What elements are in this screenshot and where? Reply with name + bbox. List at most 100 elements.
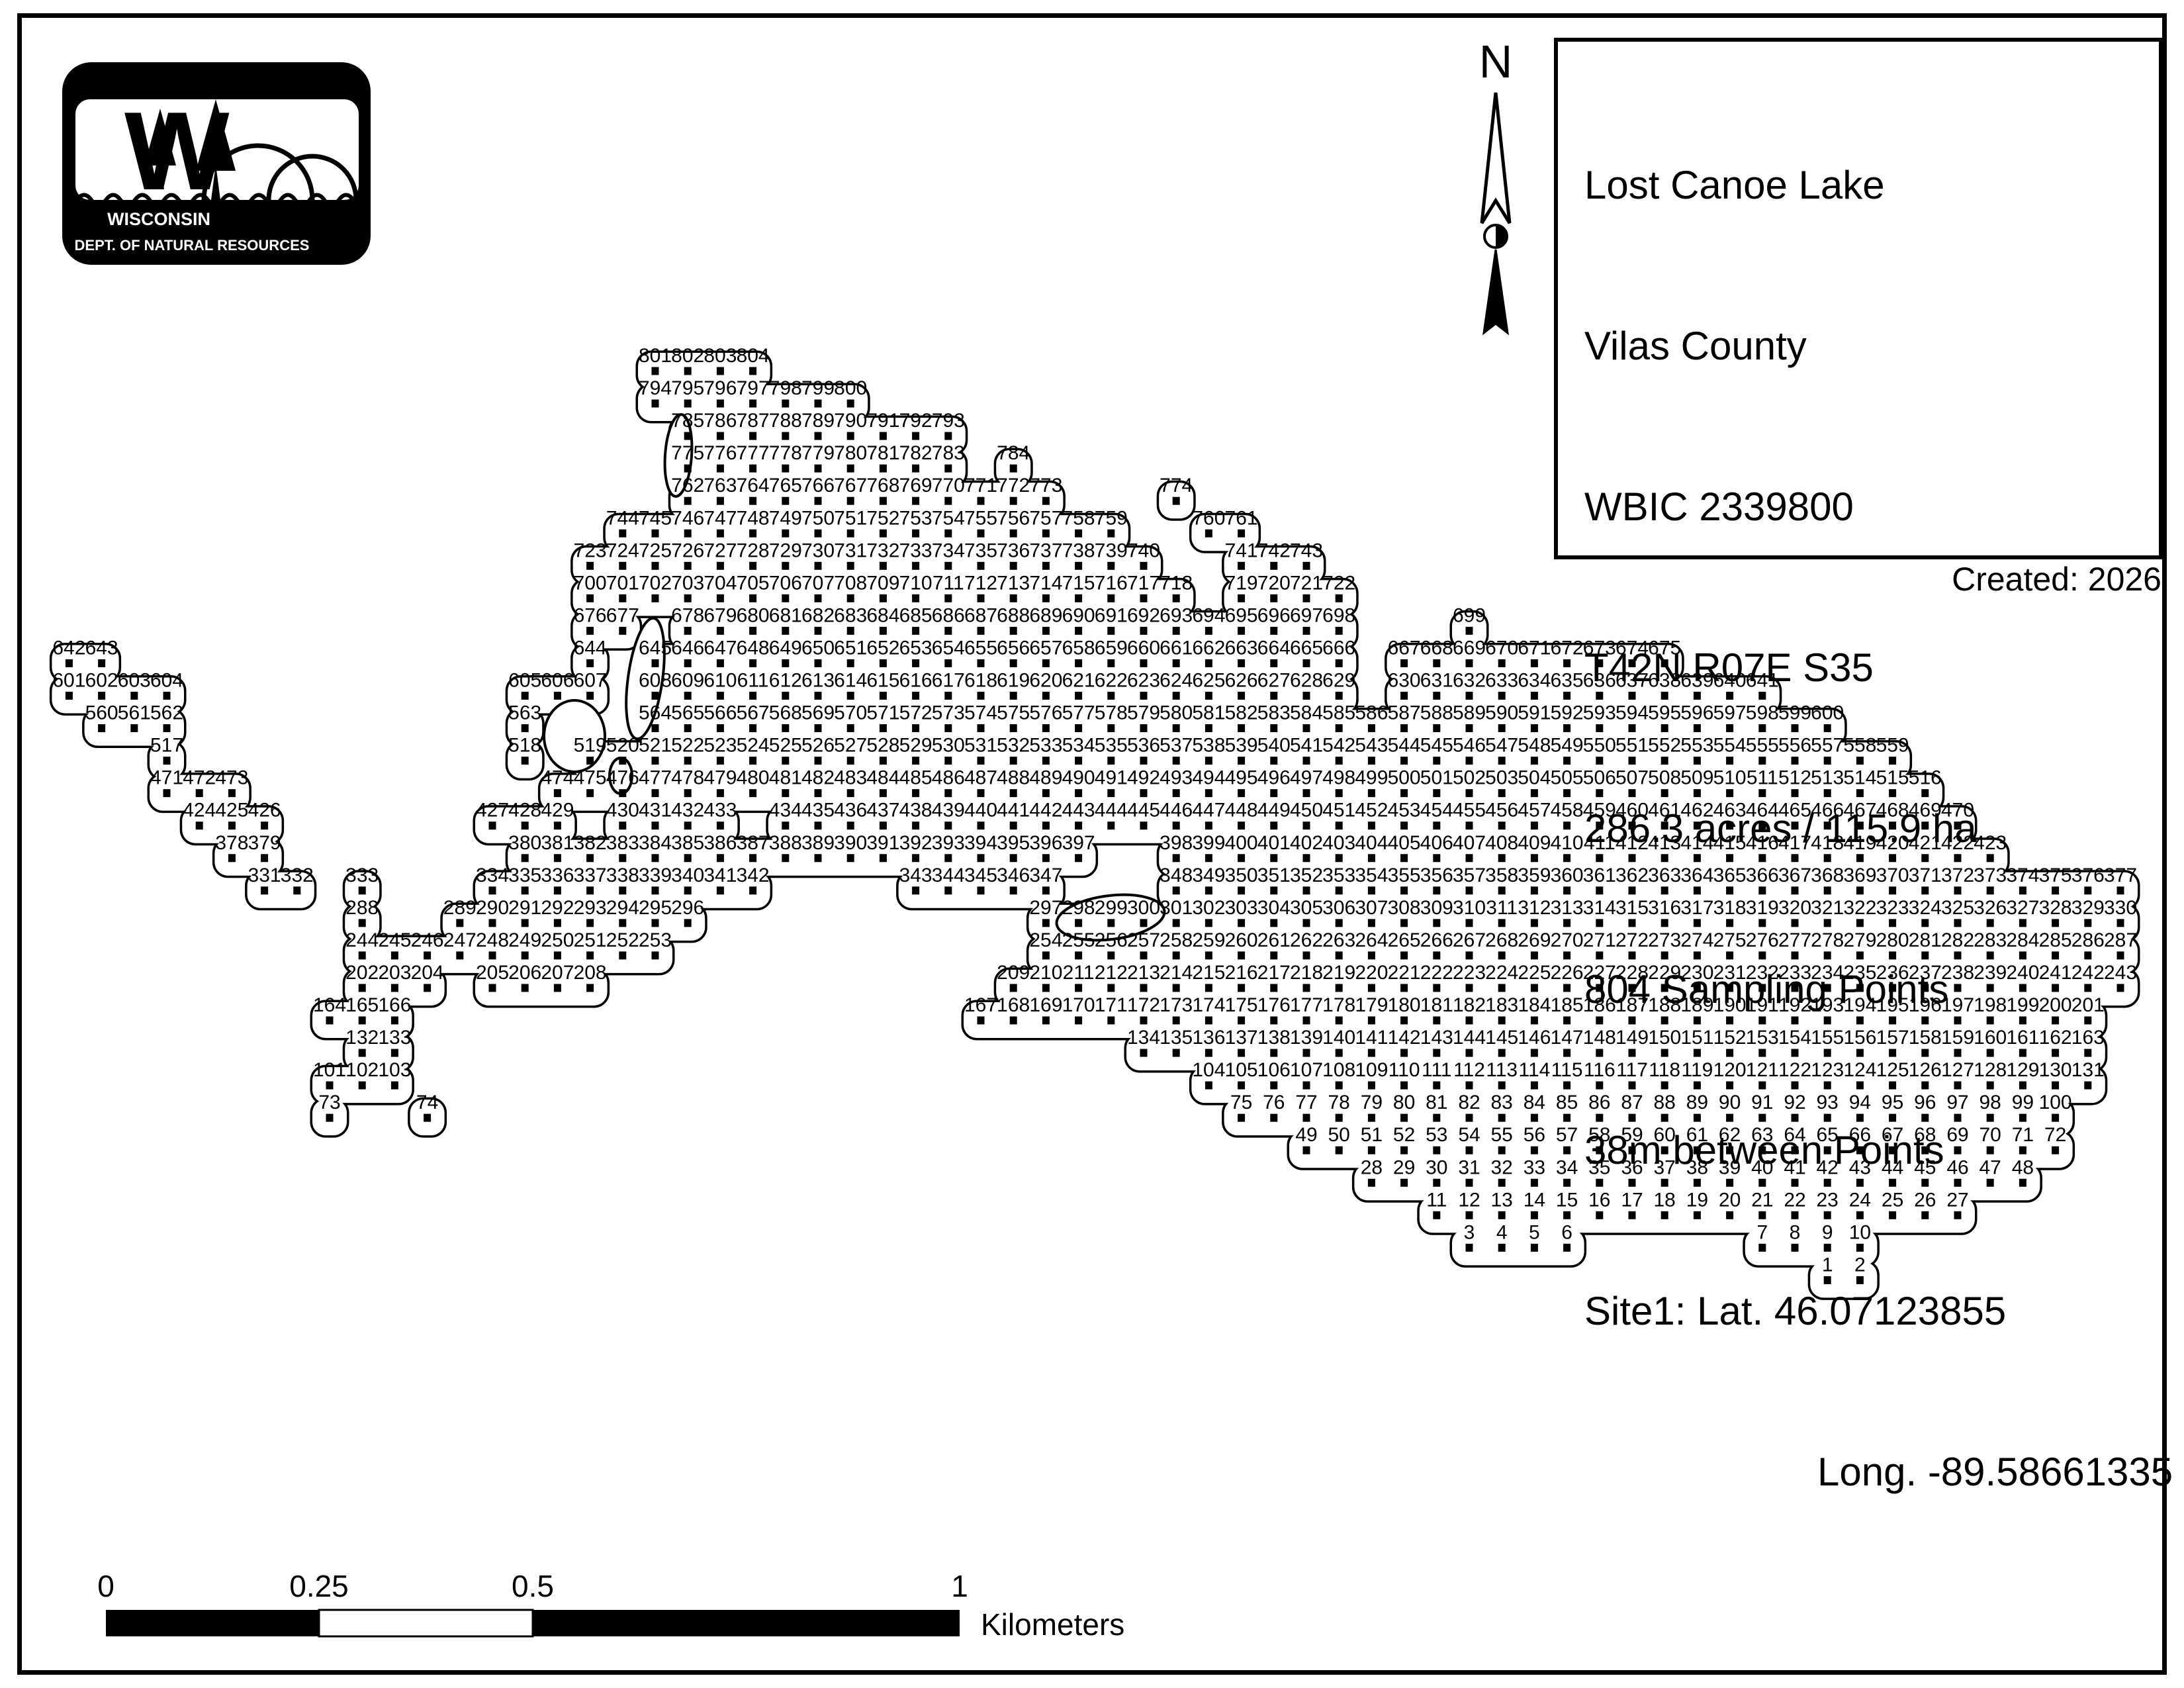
sampling-point-marker xyxy=(782,659,790,667)
sampling-point-marker xyxy=(1498,951,1506,960)
sampling-point-number: 600 xyxy=(1811,702,1844,724)
sampling-point: 286 xyxy=(2071,929,2105,960)
sampling-point-marker xyxy=(944,854,952,863)
sampling-point-number: 477 xyxy=(639,767,672,789)
sampling-point: 594 xyxy=(1615,702,1649,733)
sampling-point-marker xyxy=(1172,854,1180,863)
sampling-point-marker xyxy=(1726,1049,1734,1057)
sampling-point-marker xyxy=(879,561,887,570)
sampling-point-number: 215 xyxy=(1192,962,1225,984)
sampling-point: 136 xyxy=(1192,1027,1225,1057)
sampling-point: 515 xyxy=(1876,767,1909,798)
sampling-point: 424 xyxy=(183,800,216,830)
sampling-point: 383 xyxy=(606,832,639,863)
sampling-point-marker xyxy=(1498,886,1506,895)
sampling-point-number: 277 xyxy=(1778,929,1811,951)
sampling-point-number: 632 xyxy=(1453,670,1486,692)
sampling-point-marker xyxy=(1367,1178,1375,1187)
sampling-point-number: 447 xyxy=(1192,800,1225,821)
sampling-point: 452 xyxy=(1355,800,1388,830)
sampling-point-number: 275 xyxy=(1713,929,1747,951)
sampling-point-marker xyxy=(619,919,627,927)
sampling-point: 694 xyxy=(1192,604,1225,635)
sampling-point-number: 423 xyxy=(1974,832,2007,854)
sampling-point-number: 395 xyxy=(997,832,1030,854)
sampling-point: 285 xyxy=(2039,929,2072,960)
sampling-point: 390 xyxy=(834,832,867,863)
sampling-point-number: 325 xyxy=(1941,897,1974,919)
sampling-point-number: 207 xyxy=(541,962,574,984)
sampling-point: 188 xyxy=(1648,994,1681,1025)
sampling-point-marker xyxy=(1302,951,1310,960)
sampling-point: 248 xyxy=(476,929,509,960)
sampling-point: 636 xyxy=(1583,670,1616,700)
sampling-point-number: 655 xyxy=(964,637,997,659)
sampling-point-marker xyxy=(1628,886,1636,895)
sampling-point-marker xyxy=(1889,1016,1897,1025)
sampling-point: 538 xyxy=(1192,735,1225,765)
sampling-point-marker xyxy=(1465,854,1473,863)
sampling-point-marker xyxy=(1238,1081,1246,1090)
sampling-point: 562 xyxy=(150,702,183,733)
sampling-point: 627 xyxy=(1257,670,1291,700)
sampling-point-number: 738 xyxy=(1062,539,1095,561)
sampling-point-number: 144 xyxy=(1453,1027,1486,1049)
sampling-point: 475 xyxy=(574,767,607,798)
sampling-point-number: 778 xyxy=(769,442,802,464)
sampling-point-number: 402 xyxy=(1290,832,1323,854)
sampling-point-marker xyxy=(651,789,659,798)
water-segment xyxy=(1810,1262,1878,1298)
sampling-point-number: 291 xyxy=(508,897,541,919)
sampling-point-number: 492 xyxy=(1127,767,1160,789)
sampling-point: 143 xyxy=(1420,1027,1453,1057)
sampling-point-marker xyxy=(261,886,269,895)
sampling-point-marker xyxy=(1075,789,1083,798)
sampling-point-marker xyxy=(1791,919,1799,927)
sampling-point: 518 xyxy=(508,735,541,765)
sampling-point-number: 650 xyxy=(801,637,835,659)
sampling-point: 402 xyxy=(1290,832,1323,863)
sampling-point-marker xyxy=(1661,789,1668,798)
sampling-point-number: 258 xyxy=(1160,929,1193,951)
sampling-point-number: 464 xyxy=(1746,800,1779,821)
sampling-point-marker xyxy=(1433,984,1441,992)
sampling-point-marker xyxy=(944,529,952,538)
sampling-point-number: 337 xyxy=(574,865,607,886)
sampling-point-marker xyxy=(1986,854,1994,863)
sampling-point-marker xyxy=(651,594,659,602)
sampling-point-marker xyxy=(1530,1146,1538,1154)
sampling-point-marker xyxy=(1075,561,1083,570)
sampling-point-marker xyxy=(1954,886,1962,895)
sampling-point: 283 xyxy=(1974,929,2007,960)
sampling-point-marker xyxy=(1498,1049,1506,1057)
sampling-point-marker xyxy=(1042,529,1050,538)
sampling-point-marker xyxy=(1107,821,1115,830)
sampling-point-number: 172 xyxy=(1127,994,1160,1016)
sampling-point-marker xyxy=(1205,821,1212,830)
sampling-point-number: 341 xyxy=(704,865,737,886)
sampling-point-marker xyxy=(1791,724,1799,733)
sampling-point: 197 xyxy=(1941,994,1974,1025)
sampling-point-marker xyxy=(1433,1049,1441,1057)
sampling-point-marker xyxy=(1596,659,1604,667)
sampling-point: 718 xyxy=(1160,572,1193,602)
sampling-point-marker xyxy=(553,692,561,700)
sampling-point-marker xyxy=(1205,886,1212,895)
sampling-point-marker xyxy=(684,659,692,667)
sampling-point-marker xyxy=(1302,757,1310,765)
sampling-point-number: 759 xyxy=(1095,507,1128,529)
sampling-point-number: 12 xyxy=(1458,1189,1480,1211)
island-outline xyxy=(625,616,666,741)
created-date: Created: 2026 xyxy=(1952,561,2161,598)
sampling-point-marker xyxy=(846,626,854,635)
sampling-point: 493 xyxy=(1160,767,1193,798)
sampling-point-marker xyxy=(2084,951,2092,960)
sampling-point-marker xyxy=(1563,1081,1571,1090)
sampling-point-marker xyxy=(1335,626,1343,635)
sampling-point: 230 xyxy=(1680,962,1713,992)
sampling-point-marker xyxy=(1530,919,1538,927)
sampling-point-number: 668 xyxy=(1420,637,1453,659)
sampling-point-marker xyxy=(163,692,171,700)
sampling-point: 287 xyxy=(2104,929,2137,960)
sampling-point-number: 503 xyxy=(1485,767,1518,789)
